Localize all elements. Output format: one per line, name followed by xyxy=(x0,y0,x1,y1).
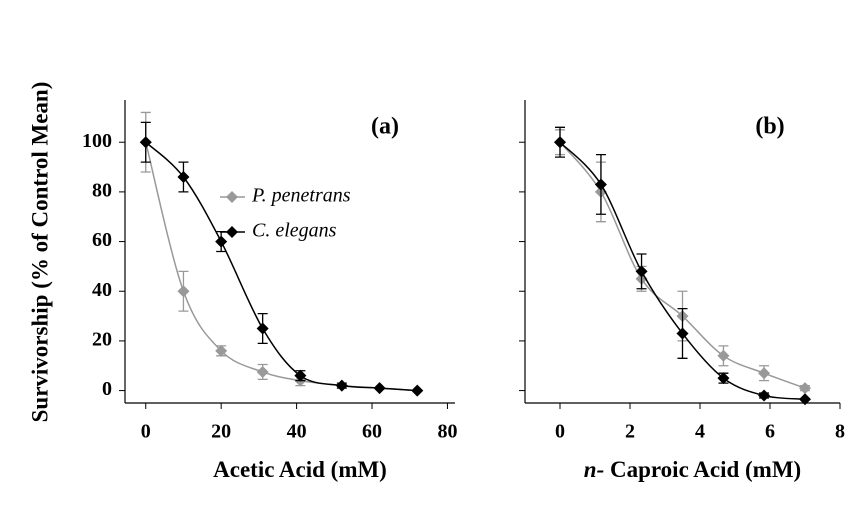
marker xyxy=(799,382,811,395)
marker xyxy=(215,235,228,248)
x-axis-label-prefix: n- xyxy=(584,457,604,482)
y-tick-label: 20 xyxy=(92,329,112,351)
marker xyxy=(177,170,190,183)
y-axis-label: Survivorship (% of Control Mean) xyxy=(27,82,52,423)
marker xyxy=(411,384,424,397)
x-tick-label: 0 xyxy=(141,421,151,443)
x-axis-label-text: Caproic Acid (mM) xyxy=(610,457,801,482)
x-tick-label: 6 xyxy=(765,421,775,443)
x-tick-label: 8 xyxy=(835,421,845,443)
fit-curve xyxy=(559,141,806,401)
x-tick-label: 40 xyxy=(287,421,307,443)
legend-marker xyxy=(226,191,238,203)
x-axis-label: Acetic Acid (mM) xyxy=(213,457,387,482)
marker xyxy=(256,322,269,335)
marker xyxy=(554,136,566,149)
y-tick-label: 0 xyxy=(102,378,112,400)
marker xyxy=(676,327,689,340)
marker xyxy=(294,369,307,382)
marker xyxy=(717,349,730,362)
x-axis-label: n- Caproic Acid (mM) xyxy=(584,457,801,482)
y-tick-label: 60 xyxy=(92,229,112,251)
marker xyxy=(758,389,771,402)
marker xyxy=(139,136,152,149)
panel-label: (b) xyxy=(755,114,784,140)
marker xyxy=(594,178,607,191)
x-axis-label-text: Acetic Acid (mM) xyxy=(213,457,387,482)
x-tick-label: 60 xyxy=(362,421,382,443)
panel-label: (a) xyxy=(371,114,399,140)
marker xyxy=(373,382,386,395)
y-tick-label: 40 xyxy=(92,279,112,301)
marker xyxy=(717,372,730,385)
x-tick-label: 2 xyxy=(625,421,635,443)
y-tick-label: 80 xyxy=(92,179,112,201)
x-tick-label: 80 xyxy=(437,421,457,443)
marker xyxy=(635,265,648,278)
marker xyxy=(177,285,190,298)
marker xyxy=(799,393,811,406)
marker xyxy=(335,379,348,392)
y-tick-label: 100 xyxy=(82,130,112,152)
legend-label: P. penetrans xyxy=(251,185,351,207)
x-tick-label: 0 xyxy=(555,421,565,443)
marker xyxy=(215,344,228,357)
marker xyxy=(256,365,269,378)
x-tick-label: 4 xyxy=(695,421,705,443)
legend-marker xyxy=(226,226,238,238)
x-tick-label: 20 xyxy=(211,421,231,443)
legend-label: C. elegans xyxy=(252,220,337,242)
marker xyxy=(758,367,771,380)
